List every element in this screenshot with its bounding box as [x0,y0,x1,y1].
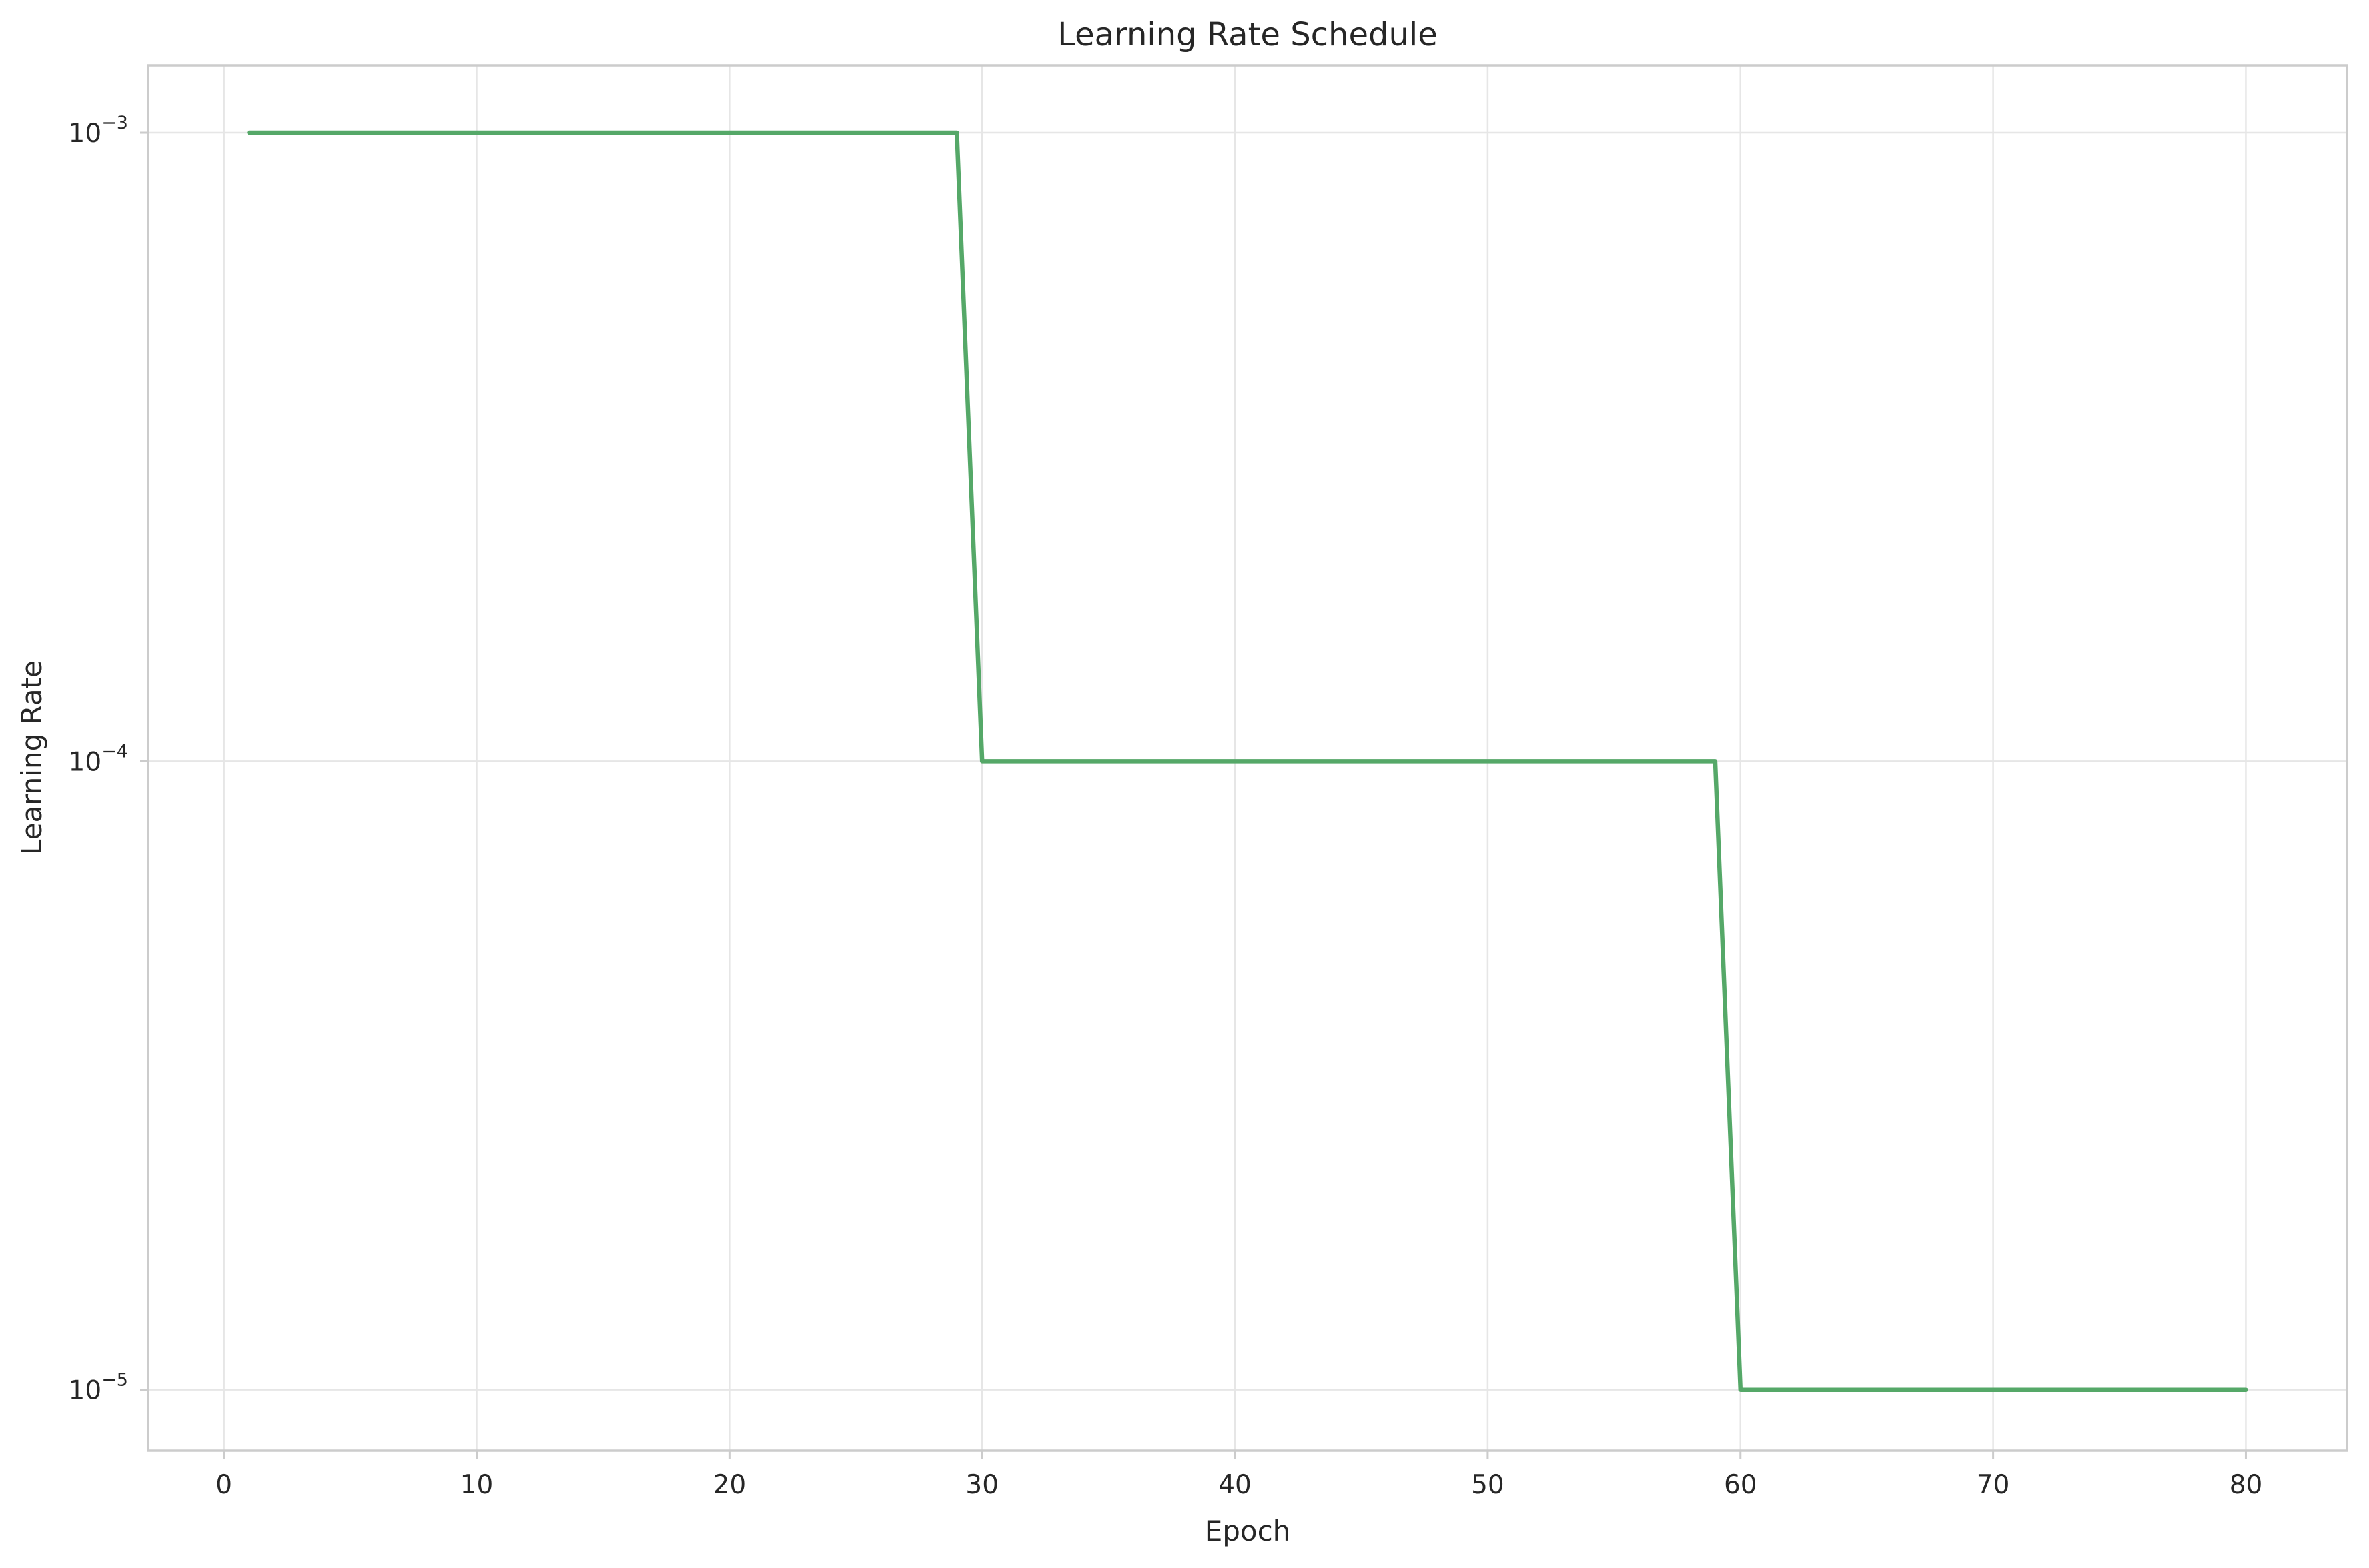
x-tick-label: 70 [1977,1470,2010,1500]
y-tick-label: 10−4 [69,741,128,777]
x-tick-label: 80 [2230,1470,2263,1500]
x-tick-label: 30 [965,1470,999,1500]
x-tick-label: 60 [1724,1470,1757,1500]
x-tick-label: 0 [215,1470,232,1500]
y-tick-label: 10−3 [69,113,128,149]
x-axis-label: Epoch [1205,1515,1291,1547]
x-tick-label: 20 [713,1470,747,1500]
x-tick-label: 10 [460,1470,494,1500]
x-tick-label: 50 [1471,1470,1504,1500]
x-tick-label: 40 [1218,1470,1252,1500]
plot-frame [147,64,2348,1452]
grid-layer [148,65,2347,1451]
chart-title: Learning Rate Schedule [1057,16,1438,53]
series-line [247,130,2248,1392]
y-tick-label: 10−5 [69,1370,128,1406]
series-layer [247,130,2248,1392]
y-axis-label: Learning Rate [15,660,48,855]
tick-layer: 0 10 20 30 40 50 60 70 80 10−3 10−4 10−5 [69,113,2263,1500]
